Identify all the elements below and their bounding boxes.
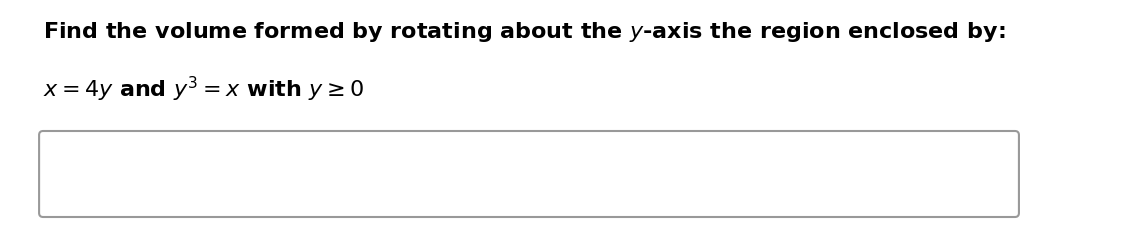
Text: $x = 4y$ and $y^3 = x$ with $y \geq 0$: $x = 4y$ and $y^3 = x$ with $y \geq 0$ xyxy=(43,75,364,104)
FancyBboxPatch shape xyxy=(39,131,1019,217)
Text: Find the volume formed by rotating about the $y$-axis the region enclosed by:: Find the volume formed by rotating about… xyxy=(43,20,1006,44)
